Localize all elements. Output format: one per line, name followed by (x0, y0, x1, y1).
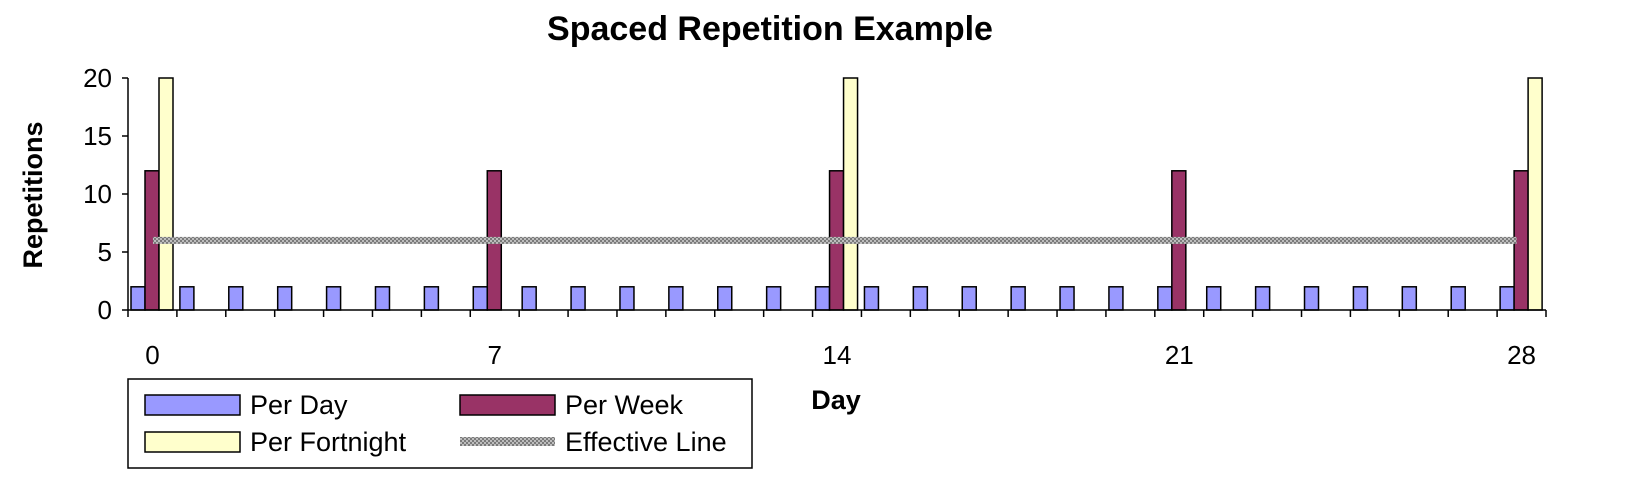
bar-per-day-day-20 (1108, 286, 1124, 311)
legend: Per Day Per Week Per Fortnight Effective… (127, 378, 753, 469)
x-tick-label-0: 0 (145, 340, 159, 370)
bar-per-day-day-6 (423, 286, 440, 311)
bar-per-day-day-9 (570, 286, 586, 311)
x-tick-label-21: 21 (1165, 340, 1194, 370)
bar-per-day-day-23 (1254, 286, 1271, 311)
bar-per-day-day-1 (179, 286, 195, 311)
legend-swatch-effective-line (460, 437, 555, 446)
bar-per-day-day-25 (1352, 286, 1369, 311)
y-axis-title: Repetitions (18, 121, 48, 268)
bar-per-day-day-8 (521, 286, 537, 311)
legend-swatch-per-week (459, 394, 556, 416)
bar-per-day-day-19 (1059, 286, 1075, 311)
bar-per-day-day-5 (374, 286, 391, 311)
bar-per-day-day-14 (814, 286, 831, 311)
bar-per-day-day-15 (863, 286, 880, 311)
bar-per-day-day-2 (228, 286, 244, 311)
bar-per-day-day-21 (1157, 286, 1173, 311)
bar-per-day-day-0 (130, 286, 146, 311)
x-tick-label-14: 14 (823, 340, 852, 370)
bar-per-fortnight-day-28 (1527, 77, 1543, 311)
bar-per-day-day-27 (1450, 286, 1466, 311)
legend-swatch-per-day (144, 394, 241, 416)
bar-per-fortnight-day-14 (842, 77, 859, 311)
effective-line (152, 236, 1517, 244)
bar-per-day-day-11 (668, 286, 684, 311)
legend-label-per-week: Per Week (565, 390, 684, 420)
chart-title: Spaced Repetition Example (547, 10, 993, 48)
bar-per-day-day-12 (717, 286, 733, 311)
y-tick-label-0: 0 (98, 295, 112, 325)
x-axis-title: Day (811, 385, 861, 415)
bar-per-day-day-26 (1401, 286, 1418, 311)
y-tick-label-15: 15 (83, 121, 112, 151)
bar-per-day-day-13 (765, 286, 782, 311)
bar-per-day-day-3 (276, 286, 293, 311)
legend-label-effective-line: Effective Line (565, 427, 727, 457)
legend-label-per-day: Per Day (250, 390, 348, 420)
bar-per-day-day-4 (325, 286, 342, 311)
x-tick-label-28: 28 (1507, 340, 1536, 370)
bar-per-day-day-28 (1499, 286, 1515, 311)
legend-label-per-fortnight: Per Fortnight (250, 427, 407, 457)
bar-per-day-day-17 (961, 286, 977, 311)
legend-swatch-per-fortnight (144, 431, 241, 453)
bar-per-fortnight-day-0 (158, 77, 174, 311)
y-tick-label-20: 20 (83, 63, 112, 93)
legend-box (127, 378, 753, 469)
bar-per-day-day-24 (1303, 286, 1320, 311)
plot-area: 0 5 10 15 20 0 7 14 21 28 (83, 63, 1547, 370)
bar-per-day-day-10 (619, 286, 635, 311)
bar-per-day-day-7 (472, 286, 489, 311)
bar-per-day-day-22 (1205, 286, 1222, 311)
x-tick-label-7: 7 (487, 340, 501, 370)
y-tick-label-10: 10 (83, 179, 112, 209)
bar-per-day-day-16 (912, 286, 929, 311)
bar-per-day-day-18 (1010, 286, 1026, 311)
y-tick-label-5: 5 (98, 237, 112, 267)
